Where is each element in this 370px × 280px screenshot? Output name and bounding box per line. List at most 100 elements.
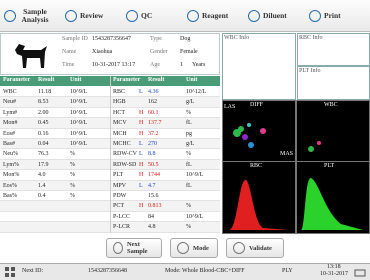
wbc-scatter [297, 101, 369, 161]
unit: 10^9/L [70, 120, 87, 126]
next-id: 1543287356648 [88, 268, 127, 274]
result: 84 [148, 214, 154, 220]
parameter: RDW-CV [113, 151, 137, 157]
unit: g/L [186, 141, 194, 147]
unit: % [70, 151, 75, 157]
parameter: Mon# [3, 120, 17, 126]
flag: L [139, 151, 143, 157]
wbc-info [222, 33, 296, 100]
unit: % [70, 162, 75, 168]
action-button[interactable]: Mode [170, 238, 218, 258]
table-header: Unit [70, 77, 81, 83]
parameter: PLT [113, 172, 123, 178]
parameter: Lym# [3, 110, 17, 116]
toolbar-label: Print [324, 12, 341, 20]
parameter: Neu# [3, 99, 16, 105]
action-icon [113, 242, 123, 254]
plot-title: PLT [324, 163, 334, 169]
action-icon [177, 242, 189, 254]
time: 13:18 [327, 264, 341, 270]
result: 8.8 [148, 151, 156, 157]
parameter: MCV [113, 120, 127, 126]
field-value: Dog [180, 36, 190, 42]
toolbar-icon [126, 10, 138, 22]
result: 270 [148, 141, 157, 147]
unit: % [186, 224, 191, 230]
plt-histogram [297, 162, 369, 233]
parameter: Bas% [3, 193, 17, 199]
action-icon [233, 242, 245, 254]
field-value: 1543287356647 [92, 36, 131, 42]
ply: PLY [282, 268, 293, 274]
toolbar-icon [4, 10, 16, 22]
result: 11.18 [38, 89, 51, 95]
parameter: PDW [113, 193, 126, 199]
unit: % [70, 183, 75, 189]
flag: H [139, 120, 143, 126]
table-divider [110, 76, 111, 232]
unit: % [186, 110, 191, 116]
result: 17.9 [38, 162, 49, 168]
toolbar-button[interactable]: Diluent [248, 2, 307, 29]
action-label: Mode [193, 245, 209, 252]
toolbar-button[interactable]: Print [309, 2, 368, 29]
result: 162 [148, 99, 157, 105]
parameter: HGB [113, 99, 126, 105]
result: 2.00 [38, 110, 49, 116]
plt-plot [296, 161, 370, 234]
parameter: MCH [113, 131, 127, 137]
parameter: RBC [113, 89, 125, 95]
flag: H [139, 162, 143, 168]
result: 137.7 [148, 120, 162, 126]
parameter: Lym% [3, 162, 19, 168]
plot-title: DIFF [250, 102, 263, 108]
toolbar-button[interactable]: Sample Analysis [4, 2, 63, 29]
screen: (() => { const data = JSON.parse(documen… [0, 0, 370, 279]
result: 50.5 [148, 162, 159, 168]
result: 1.4 [38, 183, 46, 189]
dog-icon [11, 40, 51, 70]
toolbar-button[interactable]: Review [65, 2, 124, 29]
unit: 10^12/L [186, 89, 206, 95]
field-label: Age [150, 62, 160, 68]
flag: H [139, 131, 143, 137]
parameter: WBC [3, 89, 17, 95]
toolbar-button[interactable]: Reagent [187, 2, 246, 29]
toolbar-label: QC [141, 12, 152, 20]
result: 4.36 [148, 89, 159, 95]
flag: L [139, 89, 143, 95]
unit: fL [186, 162, 192, 168]
plot-title: RBC [250, 163, 262, 169]
unit: fL [186, 183, 192, 189]
result: 4.0 [38, 172, 46, 178]
result: 1744 [148, 172, 160, 178]
unit: 10^9/L [186, 214, 203, 220]
action-label: Next Sample [127, 241, 155, 255]
action-button[interactable]: Next Sample [106, 238, 162, 258]
toolbar-icon [187, 10, 199, 22]
unit: pg [186, 131, 192, 137]
toolbar-label: Sample Analysis [19, 8, 51, 24]
result: 4.7 [148, 183, 156, 189]
parameter: P-LCR [113, 224, 130, 230]
result: 76.3 [38, 151, 49, 157]
toolbar-label: Reagent [202, 12, 228, 20]
unit: 10^9/L [70, 89, 87, 95]
info-title: PLT Info [299, 68, 321, 74]
field-label: Sample ID [62, 36, 88, 42]
field-label: Name [62, 49, 76, 55]
flag: H [139, 172, 143, 178]
action-button[interactable]: Validate [226, 238, 284, 258]
printer-icon [354, 268, 366, 277]
toolbar-icon [309, 10, 321, 22]
parameter: Eos% [3, 183, 17, 189]
parameter: RDW-SD [113, 162, 136, 168]
unit: g/L [186, 99, 194, 105]
mode: Mode: Whole Blood-CBC+DIFF [165, 268, 245, 274]
parameter: PCT [113, 203, 124, 209]
action-label: Validate [249, 245, 272, 252]
toolbar-button[interactable]: QC [126, 2, 185, 29]
parameter: P-LCC [113, 214, 130, 220]
unit: % [70, 193, 75, 199]
menu-icon [5, 267, 15, 277]
